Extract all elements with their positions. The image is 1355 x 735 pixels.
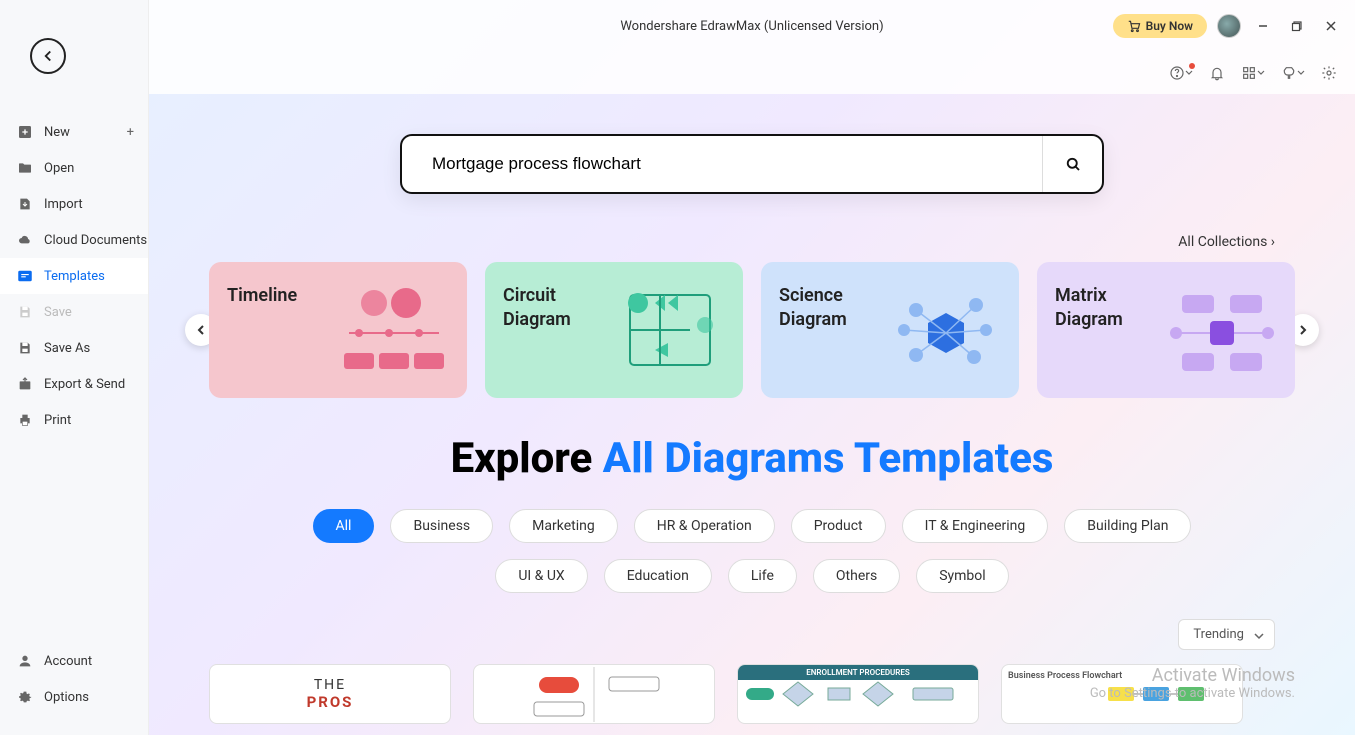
nav-label: Import xyxy=(44,197,83,212)
secondary-toolbar xyxy=(149,52,1355,94)
category-art xyxy=(1157,270,1287,390)
nav-label: Save xyxy=(44,305,72,320)
nav-label: Save As xyxy=(44,341,90,356)
close-button[interactable] xyxy=(1319,14,1343,38)
filter-pill-education[interactable]: Education xyxy=(604,559,712,593)
filter-pill-building-plan[interactable]: Building Plan xyxy=(1064,509,1191,543)
sidebar-item-new[interactable]: New + xyxy=(0,114,148,150)
category-art xyxy=(881,270,1011,390)
nav-label: New xyxy=(44,125,70,140)
help-icon[interactable] xyxy=(1169,65,1193,81)
sidebar-item-save-as[interactable]: Save As xyxy=(0,330,148,366)
windows-watermark: Activate Windows Go to Settings to activ… xyxy=(1090,665,1295,701)
sidebar-item-account[interactable]: Account xyxy=(0,643,148,679)
filter-pill-marketing[interactable]: Marketing xyxy=(509,509,618,543)
sidebar-item-cloud-documents[interactable]: Cloud Documents xyxy=(0,222,148,258)
template-card[interactable] xyxy=(473,664,715,724)
filter-pill-others[interactable]: Others xyxy=(813,559,900,593)
filter-pill-ui-ux[interactable]: UI & UX xyxy=(495,559,587,593)
back-button[interactable] xyxy=(30,38,66,74)
category-card-matrix-diagram[interactable]: Matrix Diagram xyxy=(1037,262,1295,398)
search-input[interactable] xyxy=(402,154,1042,174)
templates-icon xyxy=(16,267,34,285)
filter-pills: All Business Marketing HR & Operation Produc… xyxy=(292,509,1212,593)
import-icon xyxy=(16,195,34,213)
sidebar-item-import[interactable]: Import xyxy=(0,186,148,222)
title-bar: Wondershare EdrawMax (Unlicensed Version… xyxy=(149,0,1355,52)
category-art xyxy=(329,270,459,390)
filter-pill-business[interactable]: Business xyxy=(390,509,493,543)
minimize-button[interactable] xyxy=(1251,14,1275,38)
search-button[interactable] xyxy=(1042,136,1102,192)
nav-label: Print xyxy=(44,413,71,428)
buy-now-button[interactable]: Buy Now xyxy=(1113,14,1207,38)
category-carousel: Timeline Circuit Diagram Science Diagram… xyxy=(205,262,1299,398)
search-bar xyxy=(400,134,1104,194)
filter-pill-all[interactable]: All xyxy=(313,509,375,543)
sidebar-item-options[interactable]: Options xyxy=(0,679,148,715)
nav-label: Account xyxy=(44,654,92,669)
nav-label: Open xyxy=(44,161,74,176)
cloud-icon xyxy=(16,231,34,249)
filter-pill-product[interactable]: Product xyxy=(791,509,886,543)
template-card[interactable]: THEPROS xyxy=(209,664,451,724)
sidebar-item-templates[interactable]: Templates xyxy=(0,258,148,294)
sidebar-item-export-send[interactable]: Export & Send xyxy=(0,366,148,402)
print-icon xyxy=(16,411,34,429)
apps-icon[interactable] xyxy=(1241,65,1265,81)
filter-pill-symbol[interactable]: Symbol xyxy=(916,559,1008,593)
main-area: Wondershare EdrawMax (Unlicensed Version… xyxy=(149,0,1355,735)
bell-icon[interactable] xyxy=(1209,65,1225,81)
plus-square-icon xyxy=(16,123,34,141)
category-card-timeline[interactable]: Timeline xyxy=(209,262,467,398)
nav-label: Cloud Documents xyxy=(44,233,147,248)
maximize-button[interactable] xyxy=(1285,14,1309,38)
theme-icon[interactable] xyxy=(1281,65,1305,81)
all-collections-link[interactable]: All Collections › xyxy=(205,234,1275,250)
avatar[interactable] xyxy=(1217,14,1241,38)
new-plus-icon[interactable]: + xyxy=(127,125,134,140)
filter-pill-hr-operation[interactable]: HR & Operation xyxy=(634,509,775,543)
filter-pill-life[interactable]: Life xyxy=(728,559,797,593)
explore-heading: Explore All Diagrams Templates AllBusine… xyxy=(205,434,1299,593)
category-card-science-diagram[interactable]: Science Diagram xyxy=(761,262,1019,398)
filter-pill-it-engineering[interactable]: IT & Engineering xyxy=(902,509,1049,543)
category-card-circuit-diagram[interactable]: Circuit Diagram xyxy=(485,262,743,398)
settings-icon[interactable] xyxy=(1321,65,1337,81)
nav-label: Export & Send xyxy=(44,377,125,392)
nav-label: Templates xyxy=(44,269,105,284)
sidebar: New + Open Import Cloud Documents Templates Sa… xyxy=(0,0,149,735)
app-title: Wondershare EdrawMax (Unlicensed Version… xyxy=(620,19,883,34)
save-icon xyxy=(16,303,34,321)
sidebar-item-save: Save xyxy=(0,294,148,330)
account-icon xyxy=(16,652,34,670)
sort-select[interactable]: Trending xyxy=(1178,619,1275,650)
save-as-icon xyxy=(16,339,34,357)
export-icon xyxy=(16,375,34,393)
template-card[interactable]: ENROLLMENT PROCEDURES xyxy=(737,664,979,724)
gear-icon xyxy=(16,688,34,706)
sidebar-item-print[interactable]: Print xyxy=(0,402,148,438)
folder-icon xyxy=(16,159,34,177)
sidebar-item-open[interactable]: Open xyxy=(0,150,148,186)
nav-label: Options xyxy=(44,690,89,705)
category-art xyxy=(605,270,735,390)
